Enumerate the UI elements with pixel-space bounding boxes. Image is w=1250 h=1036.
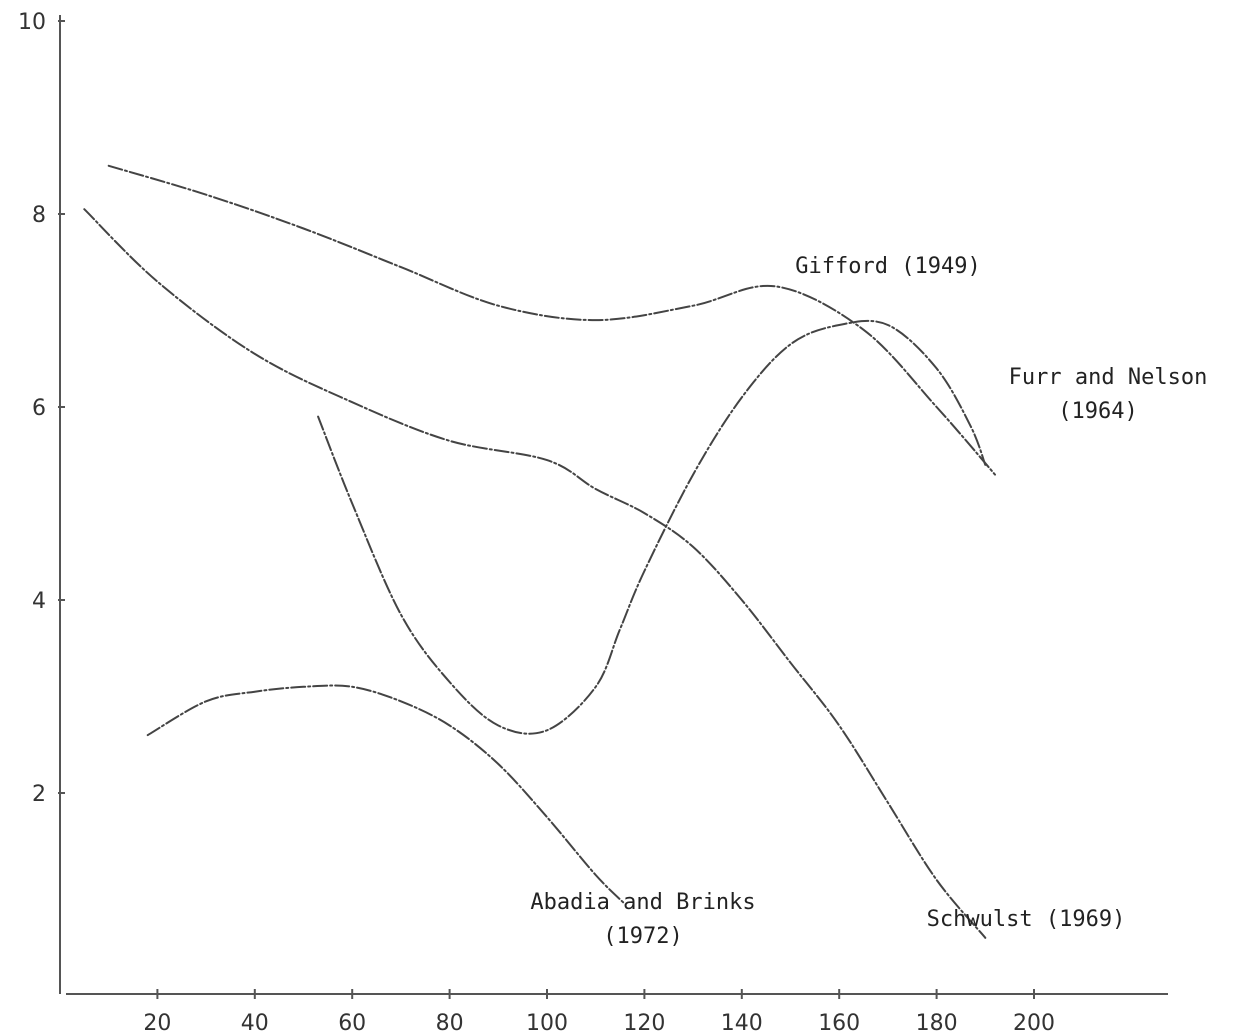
series-label-abadia-brinks: (1972) [603,924,682,949]
chart-ticks: 2 4 6 8 10 20 40 60 80 100 120 140 160 180 200 [18,10,1055,1036]
y-tick-label: 6 [32,396,46,421]
series-label-furr-nelson: (1964) [1058,399,1137,424]
x-tick-label: 20 [143,1011,171,1036]
y-tick-label: 10 [18,10,46,35]
x-tick-label: 120 [623,1011,665,1036]
chart-series-labels: Gifford (1949) Furr and Nelson (1964) Schwu… [530,254,1207,949]
series-label-gifford: Gifford (1949) [795,254,980,279]
series-line-schwulst [83,208,987,939]
x-tick-label: 100 [526,1011,568,1036]
x-tick-label: 40 [241,1011,269,1036]
x-tick-label: 160 [818,1011,860,1036]
series-label-abadia-brinks: Abadia and Brinks [530,890,755,915]
x-tick-label: 60 [338,1011,366,1036]
x-tick-label: 140 [721,1011,763,1036]
x-tick-label: 180 [916,1011,958,1036]
x-tick-label: 80 [436,1011,464,1036]
chart-series [83,164,996,939]
series-line-abadia-brinks [146,684,626,905]
y-tick-label: 4 [32,589,46,614]
chart-axes [59,15,1168,995]
y-tick-label: 2 [32,782,46,807]
series-line-gifford [107,164,996,476]
x-tick-label: 200 [1013,1011,1055,1036]
y-tick-label: 8 [32,203,46,228]
series-line-furr-nelson [317,319,987,735]
series-label-furr-nelson: Furr and Nelson [1009,365,1208,390]
series-label-schwulst: Schwulst (1969) [927,907,1126,932]
